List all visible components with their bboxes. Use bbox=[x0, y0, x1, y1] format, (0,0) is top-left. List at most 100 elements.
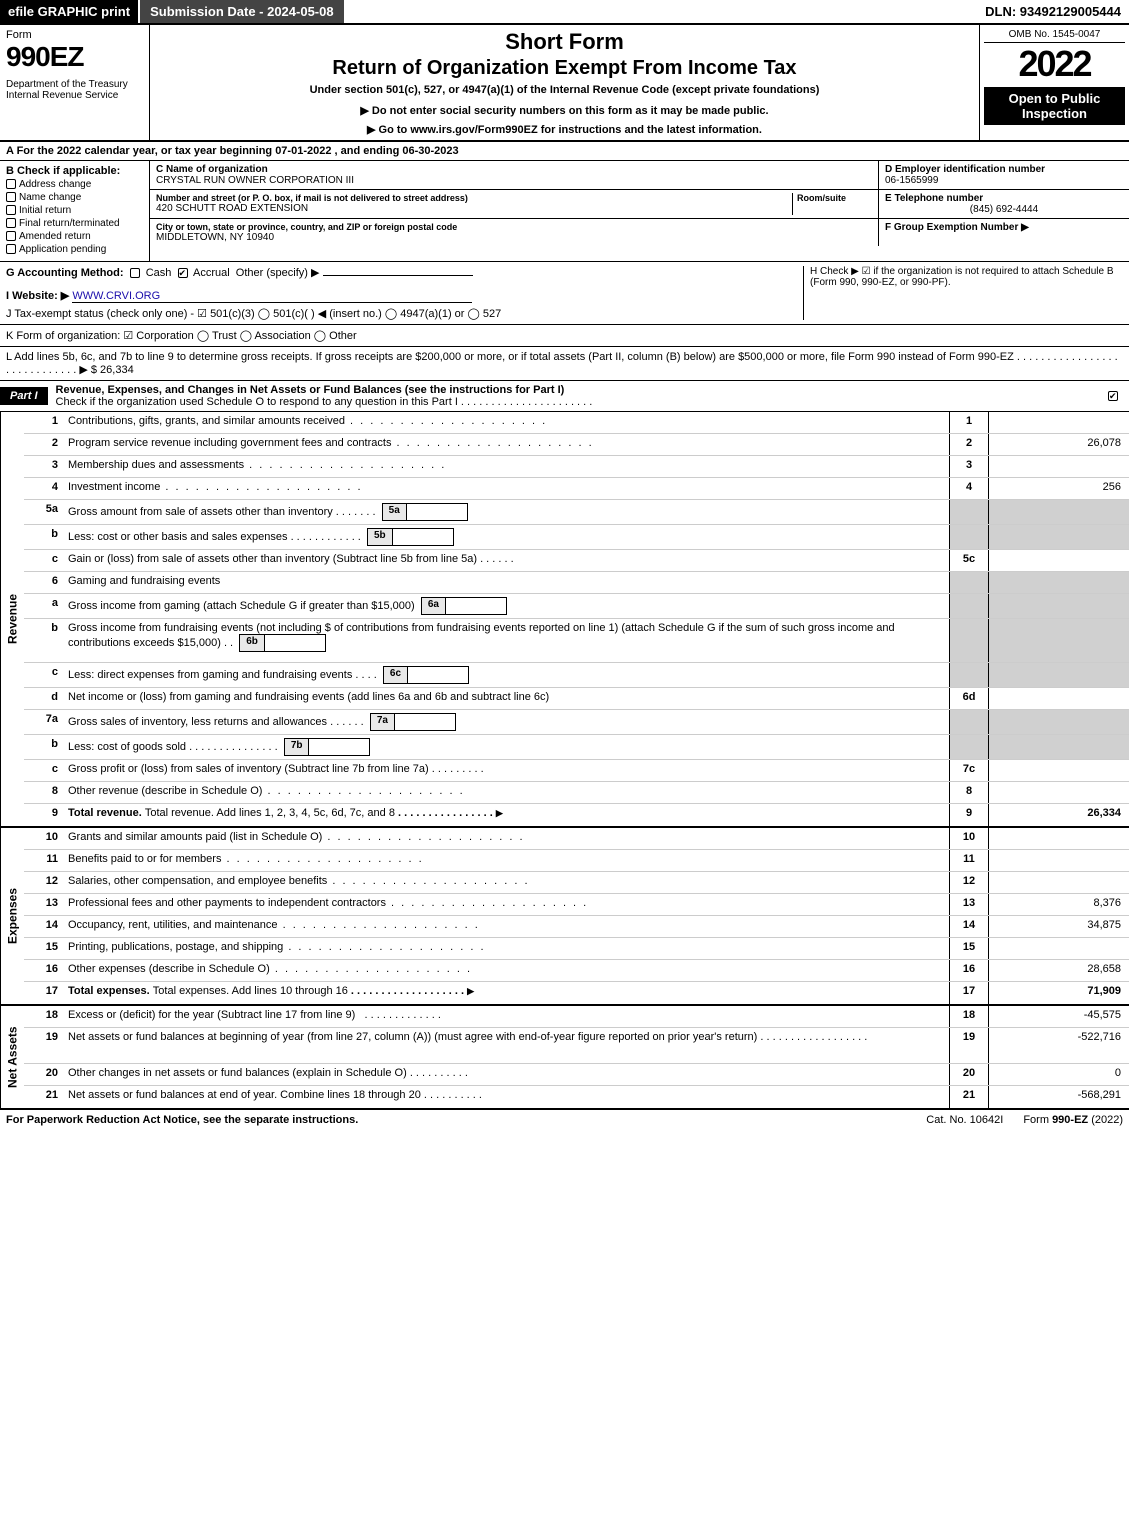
line-6: 6Gaming and fundraising events bbox=[24, 572, 1129, 594]
g-label: G Accounting Method: bbox=[6, 267, 124, 279]
chk-accrual[interactable] bbox=[178, 268, 188, 278]
chk-name-change[interactable]: Name change bbox=[6, 192, 143, 203]
line-1: 1Contributions, gifts, grants, and simil… bbox=[24, 412, 1129, 434]
line-6b: bGross income from fundraising events (n… bbox=[24, 619, 1129, 663]
row-gh: G Accounting Method: Cash Accrual Other … bbox=[0, 262, 1129, 325]
line-5c: cGain or (loss) from sale of assets othe… bbox=[24, 550, 1129, 572]
line-12: 12Salaries, other compensation, and empl… bbox=[24, 872, 1129, 894]
city-label: City or town, state or province, country… bbox=[156, 222, 872, 232]
tax-year: 2022 bbox=[984, 43, 1125, 85]
part-i-title: Revenue, Expenses, and Changes in Net As… bbox=[48, 381, 1108, 411]
return-title: Return of Organization Exempt From Incom… bbox=[158, 57, 971, 80]
dln-label: DLN: 93492129005444 bbox=[977, 0, 1129, 23]
cell-c-street: Number and street (or P. O. box, if mail… bbox=[150, 190, 879, 218]
part-i-checkbox[interactable] bbox=[1108, 390, 1129, 402]
line-7b: bLess: cost of goods sold . . . . . . . … bbox=[24, 735, 1129, 760]
line-15: 15Printing, publications, postage, and s… bbox=[24, 938, 1129, 960]
revenue-grid: Revenue 1Contributions, gifts, grants, a… bbox=[0, 412, 1129, 828]
expenses-grid: Expenses 10Grants and similar amounts pa… bbox=[0, 828, 1129, 1006]
footer-left: For Paperwork Reduction Act Notice, see … bbox=[6, 1114, 906, 1126]
i-label: I Website: ▶ bbox=[6, 290, 69, 302]
org-name: CRYSTAL RUN OWNER CORPORATION III bbox=[156, 175, 872, 186]
revenue-lines: 1Contributions, gifts, grants, and simil… bbox=[24, 412, 1129, 826]
room-label: Room/suite bbox=[797, 193, 872, 203]
line-14: 14Occupancy, rent, utilities, and mainte… bbox=[24, 916, 1129, 938]
expenses-lines: 10Grants and similar amounts paid (list … bbox=[24, 828, 1129, 1004]
form-word: Form bbox=[6, 29, 143, 41]
cell-f: F Group Exemption Number ▶ bbox=[879, 219, 1129, 246]
footer-right: Form 990-EZ (2022) bbox=[1023, 1114, 1123, 1126]
line-8: 8Other revenue (describe in Schedule O)8 bbox=[24, 782, 1129, 804]
line-5b: bLess: cost or other basis and sales exp… bbox=[24, 525, 1129, 550]
header-left: Form 990EZ Department of the Treasury In… bbox=[0, 25, 150, 140]
line-16: 16Other expenses (describe in Schedule O… bbox=[24, 960, 1129, 982]
line-13: 13Professional fees and other payments t… bbox=[24, 894, 1129, 916]
line-l: L Add lines 5b, 6c, and 7b to line 9 to … bbox=[0, 347, 1129, 381]
page-footer: For Paperwork Reduction Act Notice, see … bbox=[0, 1110, 1129, 1130]
f-label: F Group Exemption Number ▶ bbox=[885, 222, 1123, 233]
cell-c-city: City or town, state or province, country… bbox=[150, 219, 879, 246]
netassets-lines: 18Excess or (deficit) for the year (Subt… bbox=[24, 1006, 1129, 1108]
part-i-header: Part I Revenue, Expenses, and Changes in… bbox=[0, 381, 1129, 412]
street-value: 420 SCHUTT ROAD EXTENSION bbox=[156, 203, 792, 214]
line-6d: dNet income or (loss) from gaming and fu… bbox=[24, 688, 1129, 710]
line-g: G Accounting Method: Cash Accrual Other … bbox=[6, 266, 803, 320]
d-label: D Employer identification number bbox=[885, 164, 1123, 175]
dept-label: Department of the Treasury Internal Reve… bbox=[6, 79, 143, 101]
chk-final-return[interactable]: Final return/terminated bbox=[6, 218, 143, 229]
line-3: 3Membership dues and assessments3 bbox=[24, 456, 1129, 478]
phone-value: (845) 692-4444 bbox=[885, 204, 1123, 215]
short-form-title: Short Form bbox=[158, 29, 971, 55]
form-header: Form 990EZ Department of the Treasury In… bbox=[0, 25, 1129, 142]
line-9: 9Total revenue. Total revenue. Add lines… bbox=[24, 804, 1129, 826]
netassets-grid: Net Assets 18Excess or (deficit) for the… bbox=[0, 1006, 1129, 1110]
line-4: 4Investment income4256 bbox=[24, 478, 1129, 500]
footer-center: Cat. No. 10642I bbox=[906, 1114, 1023, 1126]
line-19: 19Net assets or fund balances at beginni… bbox=[24, 1028, 1129, 1064]
goto-link[interactable]: ▶ Go to www.irs.gov/Form990EZ for instru… bbox=[158, 123, 971, 136]
line-i: I Website: ▶ WWW.CRVI.ORG bbox=[6, 289, 803, 303]
efile-label[interactable]: efile GRAPHIC print bbox=[0, 0, 138, 23]
line-11: 11Benefits paid to or for members11 bbox=[24, 850, 1129, 872]
line-6a: aGross income from gaming (attach Schedu… bbox=[24, 594, 1129, 619]
chk-cash[interactable] bbox=[130, 268, 140, 278]
g-other: Other (specify) ▶ bbox=[236, 267, 320, 279]
line-17: 17Total expenses. Total expenses. Add li… bbox=[24, 982, 1129, 1004]
chk-initial-return[interactable]: Initial return bbox=[6, 205, 143, 216]
line-h: H Check ▶ ☑ if the organization is not r… bbox=[803, 266, 1123, 320]
line-j: J Tax-exempt status (check only one) - ☑… bbox=[6, 307, 803, 320]
part-i-sub: Check if the organization used Schedule … bbox=[56, 396, 593, 408]
line-7c: cGross profit or (loss) from sales of in… bbox=[24, 760, 1129, 782]
netassets-vlabel: Net Assets bbox=[0, 1006, 24, 1108]
header-right: OMB No. 1545-0047 2022 Open to Public In… bbox=[979, 25, 1129, 140]
ssn-warning: ▶ Do not enter social security numbers o… bbox=[158, 104, 971, 117]
e-label: E Telephone number bbox=[885, 193, 1123, 204]
line-6c: cLess: direct expenses from gaming and f… bbox=[24, 663, 1129, 688]
line-a: A For the 2022 calendar year, or tax yea… bbox=[0, 142, 1129, 161]
line-10: 10Grants and similar amounts paid (list … bbox=[24, 828, 1129, 850]
cell-e: E Telephone number (845) 692-4444 bbox=[879, 190, 1129, 218]
chk-address-change[interactable]: Address change bbox=[6, 179, 143, 190]
col-b: B Check if applicable: Address change Na… bbox=[0, 161, 150, 261]
chk-application-pending[interactable]: Application pending bbox=[6, 244, 143, 255]
website-link[interactable]: WWW.CRVI.ORG bbox=[72, 290, 472, 303]
ein-value: 06-1565999 bbox=[885, 175, 1123, 186]
street-label: Number and street (or P. O. box, if mail… bbox=[156, 193, 792, 203]
revenue-vlabel: Revenue bbox=[0, 412, 24, 826]
block-bcdef: B Check if applicable: Address change Na… bbox=[0, 161, 1129, 262]
line-k: K Form of organization: ☑ Corporation ◯ … bbox=[0, 325, 1129, 347]
under-section: Under section 501(c), 527, or 4947(a)(1)… bbox=[158, 84, 971, 96]
top-bar: efile GRAPHIC print Submission Date - 20… bbox=[0, 0, 1129, 25]
goto-text: ▶ Go to www.irs.gov/Form990EZ for instru… bbox=[367, 124, 762, 136]
line-21: 21Net assets or fund balances at end of … bbox=[24, 1086, 1129, 1108]
c-name-label: C Name of organization bbox=[156, 164, 872, 175]
line-5a: 5aGross amount from sale of assets other… bbox=[24, 500, 1129, 525]
header-center: Short Form Return of Organization Exempt… bbox=[150, 25, 979, 140]
expenses-vlabel: Expenses bbox=[0, 828, 24, 1004]
cell-d: D Employer identification number 06-1565… bbox=[879, 161, 1129, 189]
b-header: B Check if applicable: bbox=[6, 165, 143, 177]
line-7a: 7aGross sales of inventory, less returns… bbox=[24, 710, 1129, 735]
open-public: Open to Public Inspection bbox=[984, 87, 1125, 125]
cell-c-name: C Name of organization CRYSTAL RUN OWNER… bbox=[150, 161, 879, 189]
chk-amended-return[interactable]: Amended return bbox=[6, 231, 143, 242]
